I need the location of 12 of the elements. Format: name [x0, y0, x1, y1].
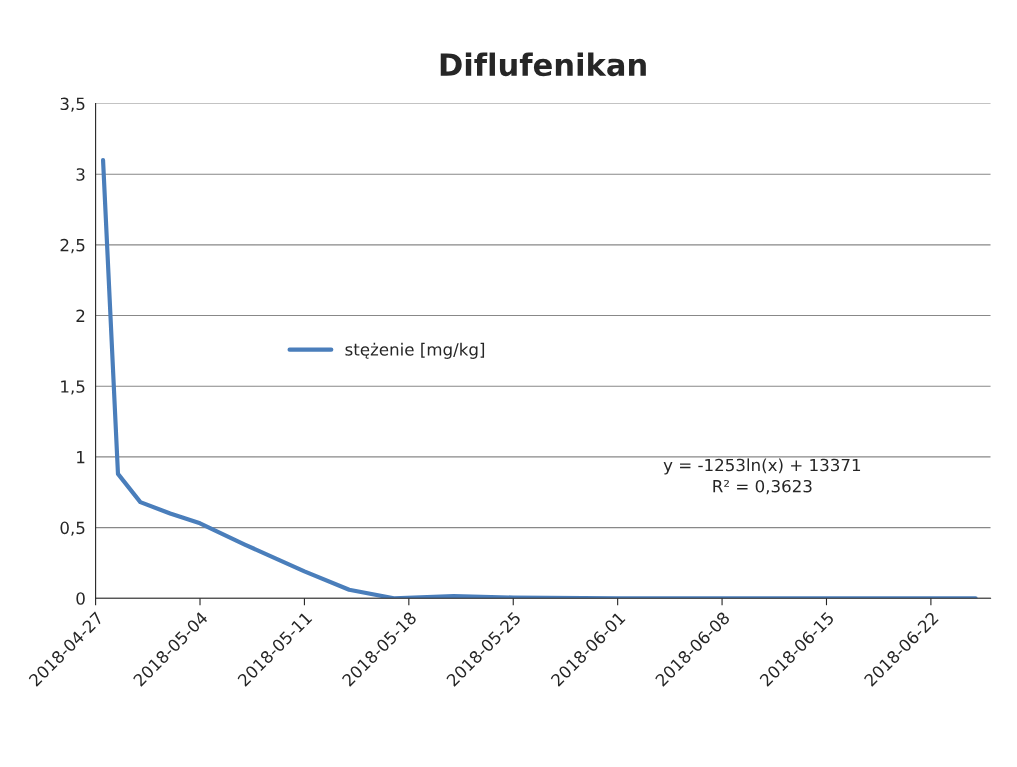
annotation: y = -1253ln(x) + 13371 R² = 0,3623 — [663, 458, 861, 495]
y-tick-label: 0,5 — [60, 521, 85, 536]
y-tick-label: 2,5 — [60, 238, 85, 254]
y-tick-label: 3 — [76, 168, 85, 181]
line-series — [100, 157, 978, 599]
y-tick-label: 1 — [77, 451, 85, 464]
y-tick-label: 2 — [76, 309, 85, 322]
y-tick-label: 0 — [76, 592, 85, 605]
y-tick-label: 3,5 — [60, 97, 85, 112]
legend-label: stężenie [mg/kg] — [345, 342, 485, 359]
chart-title: Diflufenikan — [440, 52, 646, 77]
y-tick-label: 1,5 — [61, 380, 85, 395]
